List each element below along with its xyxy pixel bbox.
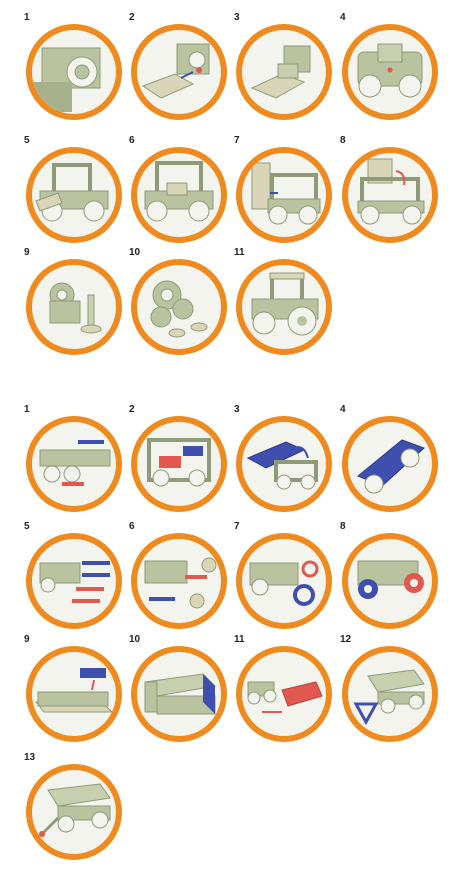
tractor-step-7: 7 [232, 135, 332, 243]
step-number: 1 [24, 404, 30, 415]
tractor-step-2-floor-icon [131, 24, 227, 120]
step-number: 10 [129, 247, 141, 258]
step-number: 9 [24, 247, 30, 258]
tractor-step-1: 1 [22, 12, 122, 120]
tractor-step-10: 10 [127, 247, 227, 355]
tractor-step-8-roof-icon [342, 147, 438, 243]
step-number: 8 [340, 135, 346, 146]
trailer-step-11-attach-icon [236, 646, 332, 742]
trailer-step-7-washer-icon [236, 533, 332, 629]
tractor-step-3-seat-icon [236, 24, 332, 120]
step-number: 6 [129, 521, 135, 532]
step-number: 12 [340, 634, 352, 645]
trailer-step-10: 10 [127, 634, 227, 742]
tractor-step-9-axle-icon [26, 259, 122, 355]
trailer-step-9-box-icon [26, 646, 122, 742]
step-number: 3 [234, 404, 240, 415]
step-number: 2 [129, 12, 135, 23]
trailer-step-2-frame-icon [131, 416, 227, 512]
step-number: 11 [234, 247, 245, 258]
trailer-step-8-wheels-icon [342, 533, 438, 629]
trailer-step-5: 5 [22, 521, 122, 629]
tractor-step-8: 8 [338, 135, 438, 243]
tractor-step-7-roof-icon [236, 147, 332, 243]
trailer-step-3-deck-icon [236, 416, 332, 512]
tractor-step-4: 4 [338, 12, 438, 120]
trailer-step-4-deck-icon [342, 416, 438, 512]
step-number: 3 [234, 12, 240, 23]
step-number: 2 [129, 404, 135, 415]
step-number: 5 [24, 521, 30, 532]
step-number: 8 [340, 521, 346, 532]
trailer-step-6-washers-icon [131, 533, 227, 629]
tractor-step-1-panel-icon [26, 24, 122, 120]
step-number: 4 [340, 404, 346, 415]
step-number: 9 [24, 634, 30, 645]
trailer-step-7: 7 [232, 521, 332, 629]
tractor-step-6-cab-icon [131, 147, 227, 243]
trailer-step-2: 2 [127, 404, 227, 512]
tractor-step-2: 2 [127, 12, 227, 120]
trailer-step-3: 3 [232, 404, 332, 512]
step-number: 6 [129, 135, 135, 146]
trailer-step-1: 1 [22, 404, 122, 512]
trailer-step-9: 9 [22, 634, 122, 742]
step-number: 4 [340, 12, 346, 23]
trailer-step-6: 6 [127, 521, 227, 629]
step-number: 7 [234, 521, 240, 532]
step-number: 5 [24, 135, 30, 146]
step-number: 11 [234, 634, 245, 645]
trailer-step-13-complete-icon [26, 764, 122, 860]
step-number: 1 [24, 12, 30, 23]
trailer-step-11: 11 [232, 634, 332, 742]
trailer-step-4: 4 [338, 404, 438, 512]
tractor-step-5: 5 [22, 135, 122, 243]
tractor-step-5-cab-icon [26, 147, 122, 243]
trailer-step-1-sides-icon [26, 416, 122, 512]
trailer-step-12-drawbar-icon [342, 646, 438, 742]
trailer-step-13: 13 [22, 752, 122, 860]
tractor-step-11-complete-icon [236, 259, 332, 355]
tractor-step-9: 9 [22, 247, 122, 355]
step-number: 13 [24, 752, 36, 763]
trailer-step-12: 12 [338, 634, 438, 742]
trailer-step-10-box-icon [131, 646, 227, 742]
trailer-step-5-pins-icon [26, 533, 122, 629]
tractor-step-3: 3 [232, 12, 332, 120]
tractor-step-10-wheels-icon [131, 259, 227, 355]
tractor-step-4-frame-icon [342, 24, 438, 120]
step-number: 7 [234, 135, 240, 146]
tractor-step-6: 6 [127, 135, 227, 243]
trailer-step-8: 8 [338, 521, 438, 629]
step-number: 10 [129, 634, 141, 645]
tractor-step-11: 11 [232, 247, 332, 355]
